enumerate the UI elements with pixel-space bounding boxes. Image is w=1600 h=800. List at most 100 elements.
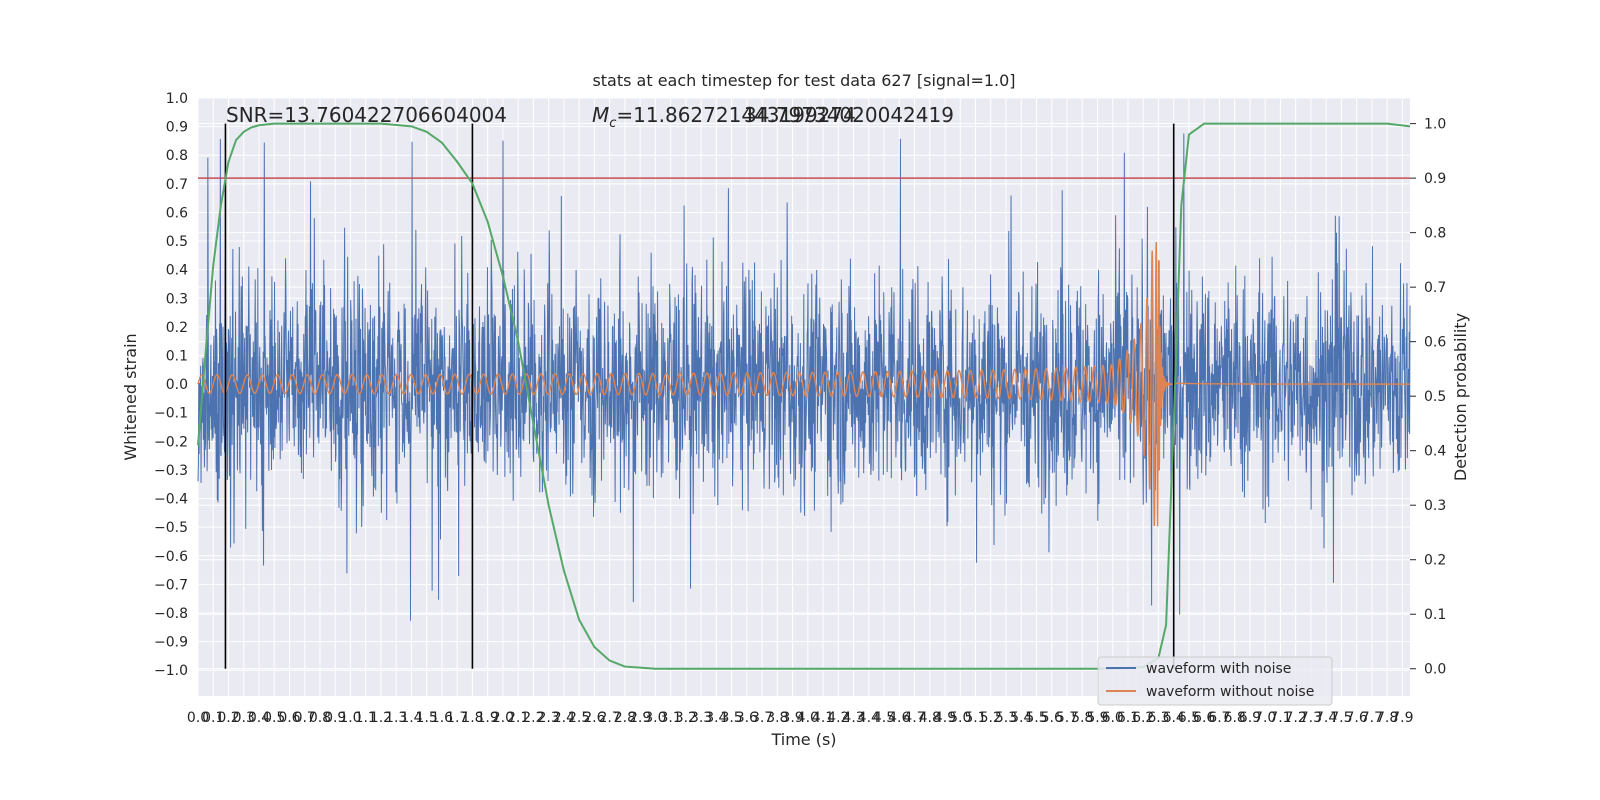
x-tick-label: 7.7 bbox=[1361, 710, 1383, 726]
y-tick-label: 0.0 bbox=[166, 377, 188, 393]
x-tick-labels: 0.00.10.20.30.40.50.60.70.80.91.01.11.21… bbox=[187, 710, 1414, 726]
x-tick-label: 4.3 bbox=[842, 710, 864, 726]
x-tick-label: 3.8 bbox=[766, 710, 788, 726]
y2-tick-label: 0.9 bbox=[1424, 171, 1446, 187]
x-tick-label: 3.3 bbox=[690, 710, 712, 726]
x-tick-label: 5.6 bbox=[1041, 710, 1063, 726]
y-tick-label: −0.9 bbox=[154, 635, 188, 651]
x-tick-label: 4.8 bbox=[919, 710, 941, 726]
x-tick-label: 3.0 bbox=[644, 710, 666, 726]
legend-label-noise: waveform with noise bbox=[1146, 661, 1291, 677]
x-tick-label: 2.9 bbox=[629, 710, 651, 726]
x-tick-label: 1.5 bbox=[416, 710, 438, 726]
x-tick-label: 4.2 bbox=[827, 710, 849, 726]
y2-tick-label: 0.5 bbox=[1424, 389, 1446, 405]
x-tick-label: 4.1 bbox=[812, 710, 834, 726]
x-tick-label: 2.7 bbox=[598, 710, 620, 726]
x-tick-label: 1.8 bbox=[461, 710, 483, 726]
x-tick-label: 5.4 bbox=[1010, 710, 1032, 726]
x-tick-label: 1.0 bbox=[339, 710, 361, 726]
y2-tick-label: 0.8 bbox=[1424, 226, 1446, 242]
x-tick-label: 7.5 bbox=[1330, 710, 1352, 726]
x-tick-label: 5.2 bbox=[980, 710, 1002, 726]
noise-waveform-path bbox=[197, 133, 1411, 621]
x-axis-label: Time (s) bbox=[770, 730, 836, 749]
x-tick-label: 1.3 bbox=[385, 710, 407, 726]
x-tick-label: 7.8 bbox=[1376, 710, 1398, 726]
y-tick-label: 0.8 bbox=[166, 148, 188, 164]
detection-probability-line bbox=[197, 122, 1411, 670]
y2-tick-label: 0.2 bbox=[1424, 553, 1446, 569]
x-tick-label: 1.1 bbox=[355, 710, 377, 726]
chart-title: stats at each timestep for test data 627… bbox=[592, 71, 1015, 90]
waveform-without-noise-series bbox=[197, 241, 1410, 527]
x-tick-label: 3.2 bbox=[675, 710, 697, 726]
x-tick-label: 3.1 bbox=[659, 710, 681, 726]
x-tick-label: 7.1 bbox=[1269, 710, 1291, 726]
x-tick-label: 2.1 bbox=[507, 710, 529, 726]
x-tick-label: 0.8 bbox=[309, 710, 331, 726]
x-tick-label: 0.9 bbox=[324, 710, 346, 726]
chirp-mass-subscript: c bbox=[609, 116, 616, 131]
y2-tick-labels: 1.0 0.9 0.8 0.7 0.6 0.5 0.4 0.3 0.2 0.1 0.0 bbox=[1410, 117, 1446, 678]
x-tick-label: 6.5 bbox=[1178, 710, 1200, 726]
x-tick-label: 1.4 bbox=[400, 710, 422, 726]
x-tick-label: 6.9 bbox=[1239, 710, 1261, 726]
x-tick-label: 5.0 bbox=[949, 710, 971, 726]
x-tick-label: 6.6 bbox=[1193, 710, 1215, 726]
x-tick-label: 5.3 bbox=[995, 710, 1017, 726]
y-tick-labels: 1.0 0.9 0.8 0.7 0.6 0.5 0.4 0.3 0.2 0.1 0.0 −0.1 −0.… bbox=[154, 91, 188, 679]
x-tick-label: 0.3 bbox=[233, 710, 255, 726]
y-tick-label: 1.0 bbox=[166, 91, 188, 107]
x-tick-label: 3.4 bbox=[705, 710, 727, 726]
x-tick-label: 0.4 bbox=[248, 710, 270, 726]
y2-tick-label: 0.4 bbox=[1424, 444, 1446, 460]
x-tick-label: 5.1 bbox=[964, 710, 986, 726]
x-tick-label: 6.1 bbox=[1117, 710, 1139, 726]
x-tick-label: 2.4 bbox=[553, 710, 575, 726]
legend-box bbox=[1097, 656, 1333, 706]
x-tick-label: 2.0 bbox=[492, 710, 514, 726]
x-tick-label: 2.3 bbox=[538, 710, 560, 726]
y-tick-label: −0.6 bbox=[154, 549, 188, 565]
x-tick-label: 6.8 bbox=[1224, 710, 1246, 726]
x-tick-label: 0.6 bbox=[278, 710, 300, 726]
x-tick-label: 3.6 bbox=[736, 710, 758, 726]
x-tick-label: 5.8 bbox=[1071, 710, 1093, 726]
x-tick-label: 6.0 bbox=[1102, 710, 1124, 726]
x-tick-label: 0.0 bbox=[187, 710, 209, 726]
x-tick-label: 4.9 bbox=[934, 710, 956, 726]
clean-waveform-path bbox=[197, 241, 1410, 527]
x-tick-label: 6.3 bbox=[1147, 710, 1169, 726]
x-tick-label: 6.2 bbox=[1132, 710, 1154, 726]
x-tick-label: 2.5 bbox=[568, 710, 590, 726]
x-tick-label: 2.8 bbox=[614, 710, 636, 726]
x-tick-label: 7.0 bbox=[1254, 710, 1276, 726]
chirp-mass-symbol: M bbox=[592, 103, 609, 127]
y2-tick-label: 0.6 bbox=[1424, 335, 1446, 351]
y-tick-label: 0.6 bbox=[166, 205, 188, 221]
y-tick-label: 0.1 bbox=[166, 349, 188, 365]
x-tick-label: 2.2 bbox=[522, 710, 544, 726]
x-tick-label: 6.4 bbox=[1163, 710, 1185, 726]
y-tick-label: −1.0 bbox=[154, 663, 188, 679]
y2-tick-label: 0.0 bbox=[1424, 662, 1446, 678]
y2-tick-label: 0.1 bbox=[1424, 607, 1446, 623]
y-tick-label: 0.2 bbox=[166, 320, 188, 336]
x-tick-label: 0.5 bbox=[263, 710, 285, 726]
waveform-with-noise-series bbox=[197, 133, 1411, 621]
legend: waveform with noise waveform without noi… bbox=[1097, 656, 1333, 706]
x-tick-label: 0.2 bbox=[217, 710, 239, 726]
y-tick-label: −0.2 bbox=[154, 434, 188, 450]
y-tick-label: −0.4 bbox=[154, 492, 188, 508]
x-tick-label: 4.6 bbox=[888, 710, 910, 726]
x-tick-label: 0.7 bbox=[294, 710, 316, 726]
y-tick-label: 0.4 bbox=[166, 263, 188, 279]
y-tick-label: −0.3 bbox=[154, 463, 188, 479]
x-tick-label: 1.6 bbox=[431, 710, 453, 726]
x-tick-label: 3.9 bbox=[781, 710, 803, 726]
y2-tick-label: 0.3 bbox=[1424, 498, 1446, 514]
legend-label-clean: waveform without noise bbox=[1146, 684, 1314, 700]
x-tick-label: 7.3 bbox=[1300, 710, 1322, 726]
